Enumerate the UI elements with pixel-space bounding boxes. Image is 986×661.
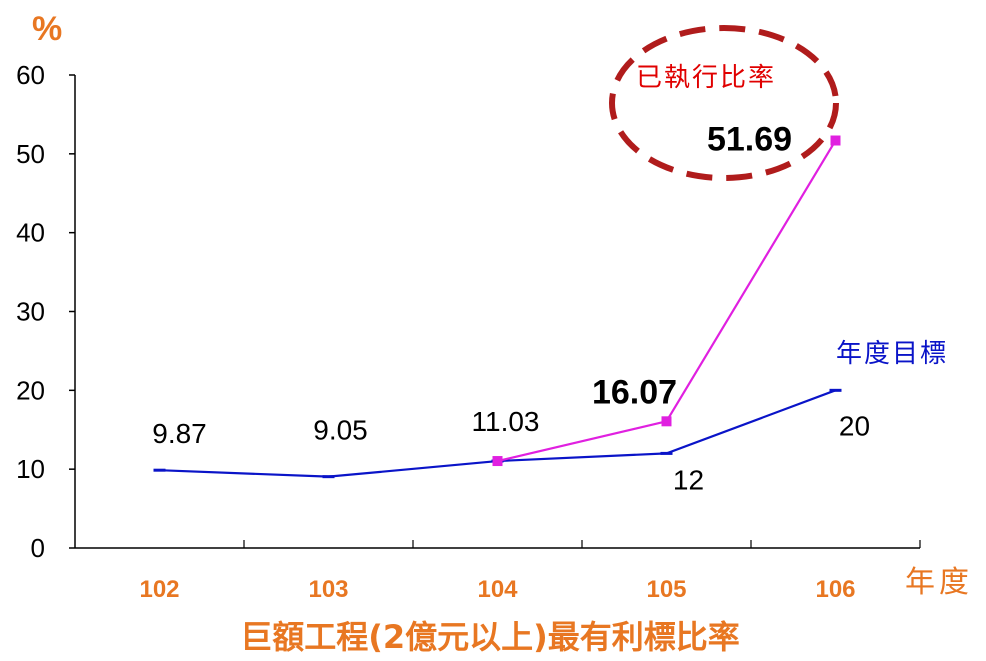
target-data-label: 11.03: [472, 406, 540, 437]
x-tick-label: 103: [308, 576, 348, 603]
series-label-executed: 已執行比率: [636, 63, 776, 93]
y-tick-label: 20: [16, 375, 45, 405]
data-labels: 9.87 9.05 11.03 12 20 16.07 51.69: [152, 121, 870, 496]
x-axis-label: 年度: [905, 565, 973, 600]
x-tick-label: 105: [646, 576, 686, 603]
y-tick-label: 10: [16, 454, 45, 484]
executed-series-line: [497, 139, 837, 463]
executed-data-label: 16.07: [592, 373, 677, 411]
y-axis-ticks: 0 10 20 30 40 50 60: [16, 60, 75, 563]
x-tick-label: 104: [477, 576, 518, 603]
target-data-label: 9.87: [152, 418, 207, 449]
x-tick-label: 106: [815, 576, 855, 603]
highlight-ellipse: [609, 25, 839, 181]
executed-data-label: 51.69: [707, 121, 792, 159]
executed-point-marker: [492, 456, 503, 467]
executed-point-marker: [830, 135, 841, 146]
series-label-target: 年度目標: [836, 339, 948, 369]
y-tick-label: 40: [16, 218, 45, 248]
y-tick-label: 0: [31, 533, 45, 563]
target-data-label: 20: [839, 410, 870, 441]
y-tick-label: 30: [16, 297, 45, 327]
target-data-label: 12: [673, 464, 704, 495]
x-axis-ticks: 102 103 104 105 106: [139, 540, 921, 603]
target-data-label: 9.05: [313, 415, 368, 446]
x-tick-label: 102: [139, 576, 179, 603]
y-tick-label: 60: [16, 60, 45, 90]
chart-title: 巨額工程(2億元以上)最有利標比率: [240, 618, 740, 656]
series-layer: [153, 135, 842, 479]
y-tick-label: 50: [16, 139, 45, 169]
executed-point-marker: [661, 416, 672, 427]
y-axis-unit-label: %: [32, 10, 62, 48]
